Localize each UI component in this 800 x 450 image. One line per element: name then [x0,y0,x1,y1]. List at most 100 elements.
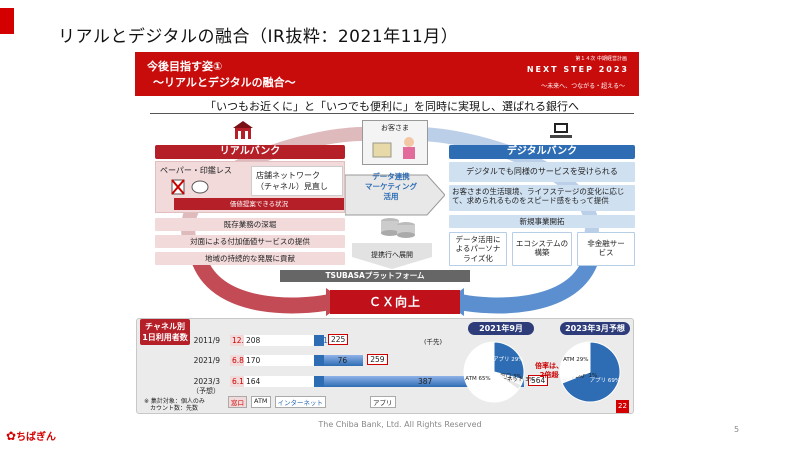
channel-label: チャネル別 1日利用者数 [140,319,190,345]
real-top-box: ペーパー・印鑑レス 店舗ネットワーク （チャネル）見直し 価値提案できる状況 [155,161,345,213]
legend-counter: 窓口 [228,396,247,408]
bar-app-value: 76 [337,356,348,365]
real-bottom-arc [192,258,332,314]
banner-plan-name: NEXT STEP 2023 [526,65,629,74]
banner-plan-slogan: ～未来へ、つながる・超える～ [541,83,625,90]
real-row-3: 地域の持続的な発展に貢献 [155,252,345,265]
bank-logo: ✿ちばぎん [6,429,57,443]
pie-left: アプリ 29% 窓口 3%インターネット 3%ATM 65% [463,341,534,403]
bar-counter [230,355,244,366]
tsubasa-platform: TSUBASAプラットフォーム [280,270,470,282]
pie-right-title: 2023年3月予想 [560,322,630,335]
pie-label-app: アプリ 29% [493,356,523,363]
pie-left-title: 2021年9月 [468,322,534,335]
footer-copyright: The Chiba Bank, Ltd. All Rights Reserved [318,420,482,429]
digital-bank-header: デジタルバンク [449,145,635,159]
headline-underline [150,113,634,114]
cx-improvement: ＣＸ向上 [330,290,460,314]
headline: 「いつもお近くに」と「いつでも便利に」を同時に実現し、選ばれる銀行へ [205,100,579,113]
bar-internet [314,355,324,366]
growth-note: 倍率は、 2倍超 [535,362,563,379]
bar-period-label: 2023/3 [193,377,220,386]
digital-card-3: 非金融サービス [577,232,635,266]
legend-app: アプリ [370,396,396,408]
legend-internet: インターネット [274,396,327,408]
bar-internet [314,376,324,387]
bar-counter [230,376,244,387]
note-2: カウント数：先数 [150,405,199,412]
bar-period-label: 2011/9 [193,336,220,345]
pie-slice-app [561,341,621,403]
bar-period-sub: （予想） [192,387,220,395]
bar-internet-value: 5.1 [316,336,328,345]
channel-label-2: 1日利用者数 [142,333,188,342]
data-link-line2: マーケティング [365,182,417,191]
bar-app-value: 387 [418,377,433,386]
bar-counter-value: 12.2 [232,336,249,345]
customer-box: お客さま [362,120,428,165]
bar-total: 564 [528,375,549,386]
banner-title-2: ～リアルとデジタルの融合～ [153,76,296,89]
value-proposal-bar: 価値提案できる状況 [174,198,344,210]
pie-label-atm: ATM 29% [563,357,588,363]
customer-label: お客さま [381,124,409,132]
corner-accent [0,8,14,34]
bar-internet [314,335,324,346]
digital-card-2: エコシステムの構築 [512,232,572,266]
banner-title-1: 今後目指す姿① [147,60,223,73]
pie-label-internet: インターネット 3% [485,375,534,383]
pie-label-window: 窓口 3% [500,372,521,380]
computer-icon [550,123,572,138]
bar-total: 259 [367,354,388,365]
bar-atm [244,355,314,366]
pie-label-atm: ATM 65% [465,376,490,382]
page-number: 5 [734,425,740,434]
plan-banner: 今後目指す姿① ～リアルとデジタルの融合～ 第１４次 中期経営計画 NEXT S… [135,52,639,96]
pie-slice-app [493,341,525,381]
bar-legend: 窓口 ATM インターネット アプリ [228,396,396,408]
logo-mark-icon: ✿ [6,429,17,443]
pie-slice-atm [559,341,591,381]
bar-counter [230,335,244,346]
real-row-1: 既存業務の深堀 [155,218,345,231]
bar-app [324,355,364,366]
bank-building-icon [233,121,253,139]
pie-slice-atm [463,341,519,403]
bar-atm-value: 164 [246,377,261,386]
bar-atm [244,376,314,387]
bar-atm-value: 170 [246,356,261,365]
bar-atm-value: 208 [246,336,261,345]
digital-card-1: データ活用によるパーソナライズ化 [449,232,507,266]
real-row-2: 対面による付加価値サービスの提供 [155,235,345,248]
bar-total: 225 [328,334,349,345]
bar-app [324,376,524,387]
bar-atm [244,335,314,346]
pie-right: アプリ 69%窓口 1%インターネット 1%ATM 29% [556,341,621,403]
bar-counter-value: 6.1 [232,377,244,386]
digital-bottom-arc [458,258,598,314]
bar-period-label: 2021/9 [193,356,220,365]
banner-plan-small: 第１４次 中期経営計画 [575,56,627,62]
data-link-arrow [345,174,445,216]
store-network-line2: （チャネル）見直し [256,182,328,191]
page-title: リアルとデジタルの融合（IR抜粋：2021年11月） [58,27,459,47]
data-link-text: データ連携 マーケティング 活用 [352,172,430,202]
customer-icon [372,137,415,159]
proposal-chevron [352,243,432,269]
bar-internet-value: 6.9 [316,356,328,365]
digital-row-2: お客さまの生活環境、ライフステージの変化に応じて、求められるものをスピード感をも… [449,185,635,211]
store-network-line1: 店舗ネットワーク [256,171,320,180]
unit-label: (千先) [424,338,443,346]
pie-label-app: アプリ 69% [590,377,620,384]
paperless-label: ペーパー・印鑑レス [160,166,232,175]
proposal-text: 提携行へ展開 [371,251,413,259]
bar-internet-value: 6.2 [316,377,328,386]
real-bank-header: リアルバンク [155,145,345,159]
paper-stamp-icon [171,179,209,195]
digital-row-3: 新規事業開拓 [449,215,635,228]
badge: 22 [616,400,629,413]
legend-atm: ATM [251,396,271,408]
channel-label-1: チャネル別 [145,322,185,331]
bar-counter-value: 6.8 [232,356,244,365]
digital-row-1: デジタルでも同様のサービスを受けられる [449,162,635,182]
